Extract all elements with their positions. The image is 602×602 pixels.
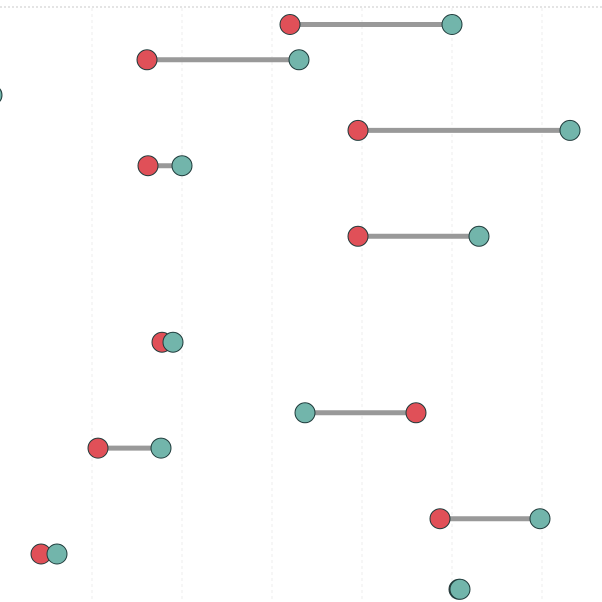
end-point-4	[171, 155, 193, 177]
end-point-2	[0, 88, 3, 102]
start-point-3	[347, 119, 369, 141]
end-point-8	[150, 437, 172, 459]
end-point-5	[468, 225, 490, 247]
end-point-0	[441, 14, 463, 35]
start-point-5	[347, 225, 369, 247]
end-point-1	[288, 49, 310, 71]
start-point-7	[405, 402, 427, 424]
start-point-4	[137, 155, 159, 177]
end-point-10	[46, 543, 68, 565]
end-point-7	[294, 402, 316, 424]
start-point-8	[87, 437, 109, 459]
end-point-6	[162, 331, 184, 353]
end-point-3	[559, 119, 581, 141]
end-point-9	[529, 508, 551, 530]
start-point-1	[136, 49, 158, 71]
data-points	[0, 14, 581, 600]
gridlines	[91, 8, 543, 602]
connector-bars	[41, 22, 570, 592]
start-point-9	[429, 508, 451, 530]
start-point-0	[279, 14, 301, 35]
end-point-11	[449, 578, 471, 600]
